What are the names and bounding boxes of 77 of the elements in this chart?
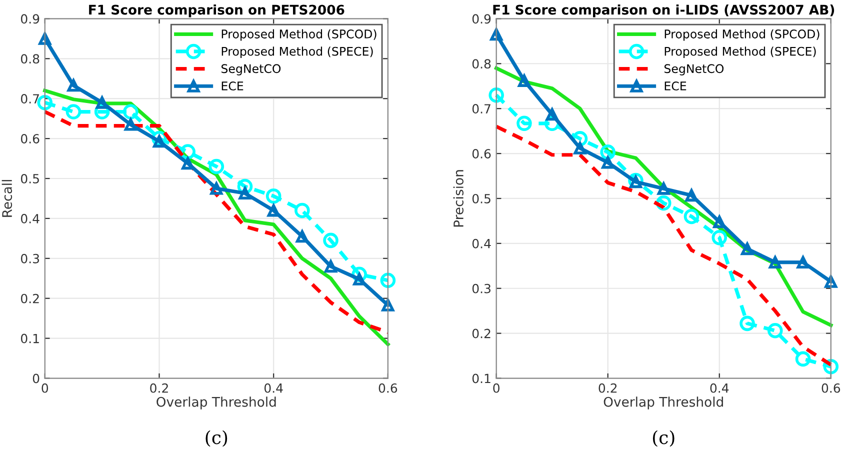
point	[684, 208, 700, 224]
y-tick-label: 0.6	[472, 149, 491, 158]
point	[488, 87, 504, 103]
point	[123, 104, 138, 120]
legend-label: SegNetCO	[664, 64, 724, 76]
y-axis-title: Recall	[2, 180, 12, 217]
y-tick-label: 0.8	[20, 54, 40, 64]
y-tick-label: 0.9	[20, 14, 40, 24]
y-tick-label: 0.7	[20, 94, 39, 104]
point	[296, 230, 308, 243]
y-tick-label: 0.7	[472, 104, 490, 114]
point	[657, 182, 670, 195]
point	[266, 188, 282, 204]
point	[740, 316, 755, 332]
point	[208, 158, 224, 174]
y-tick-label: 0.6	[20, 134, 40, 144]
legend-label: Proposed Method (SPCOD)	[664, 29, 820, 41]
legend-label: SegNetCO	[221, 64, 281, 76]
legend-label: Proposed Method (SPECE)	[222, 46, 373, 58]
point	[516, 116, 532, 132]
x-tick-label: 0.2	[598, 383, 617, 393]
point	[210, 182, 223, 195]
chart-title: F1 Score comparison on i-LIDS (AVSS2007 AB)	[493, 4, 834, 18]
y-tick-label: 0.3	[472, 284, 490, 294]
point	[768, 322, 783, 338]
point	[685, 189, 698, 202]
y-tick-label: 0.4	[472, 238, 491, 248]
point	[382, 298, 394, 312]
y-tick-label: 0.3	[20, 254, 40, 264]
point	[546, 108, 558, 121]
point	[824, 275, 838, 288]
point	[795, 351, 811, 367]
legend-label: Proposed Method (SPECE)	[664, 46, 816, 58]
point	[38, 32, 52, 45]
y-tick-label: 0.1	[20, 334, 39, 344]
x-axis-title: Overlap Threshold	[156, 396, 276, 410]
legend-label: ECE	[664, 82, 686, 90]
point	[294, 202, 310, 218]
point	[380, 272, 396, 288]
y-tick-label: 0.9	[472, 14, 491, 24]
y-tick-label: 0.4	[20, 214, 40, 224]
point	[66, 104, 82, 120]
text: (c)	[206, 430, 228, 447]
y-tick-label: 0.5	[472, 194, 490, 204]
point	[124, 118, 137, 131]
legend-label: ECE	[222, 82, 244, 90]
point	[323, 232, 338, 248]
point	[574, 142, 586, 154]
x-tick-label: 0	[493, 383, 500, 393]
x-tick-label: 0.4	[264, 383, 283, 393]
y-tick-label: 0.2	[472, 328, 490, 338]
x-tick-label: 0	[42, 383, 48, 393]
x-axis-title: Overlap Threshold	[604, 396, 723, 410]
x-tick-label: 0.4	[710, 383, 729, 393]
y-axis-title: Precision	[453, 170, 464, 227]
point	[490, 28, 503, 41]
legend-label: Proposed Method (SPCOD)	[222, 29, 376, 41]
point	[37, 94, 53, 110]
y-tick-label: 0.8	[472, 59, 491, 69]
x-tick-label: 0.6	[822, 383, 840, 393]
y-tick-label: 0.5	[20, 174, 39, 184]
y-tick-label: 0	[32, 374, 40, 384]
text: (c)	[652, 430, 674, 447]
y-tick-label: 0.2	[20, 294, 39, 304]
point	[712, 230, 728, 246]
point	[518, 74, 530, 87]
point	[152, 135, 166, 148]
x-tick-label: 0.2	[150, 383, 168, 393]
point	[238, 187, 252, 200]
chart-title: F1 Score comparison on PETS2006	[89, 4, 344, 18]
x-tick-label: 0.6	[378, 383, 398, 393]
point	[629, 176, 642, 188]
point	[96, 96, 108, 109]
y-tick-label: 0.1	[472, 374, 490, 384]
point	[602, 156, 614, 169]
point	[353, 272, 366, 286]
point	[267, 204, 280, 217]
